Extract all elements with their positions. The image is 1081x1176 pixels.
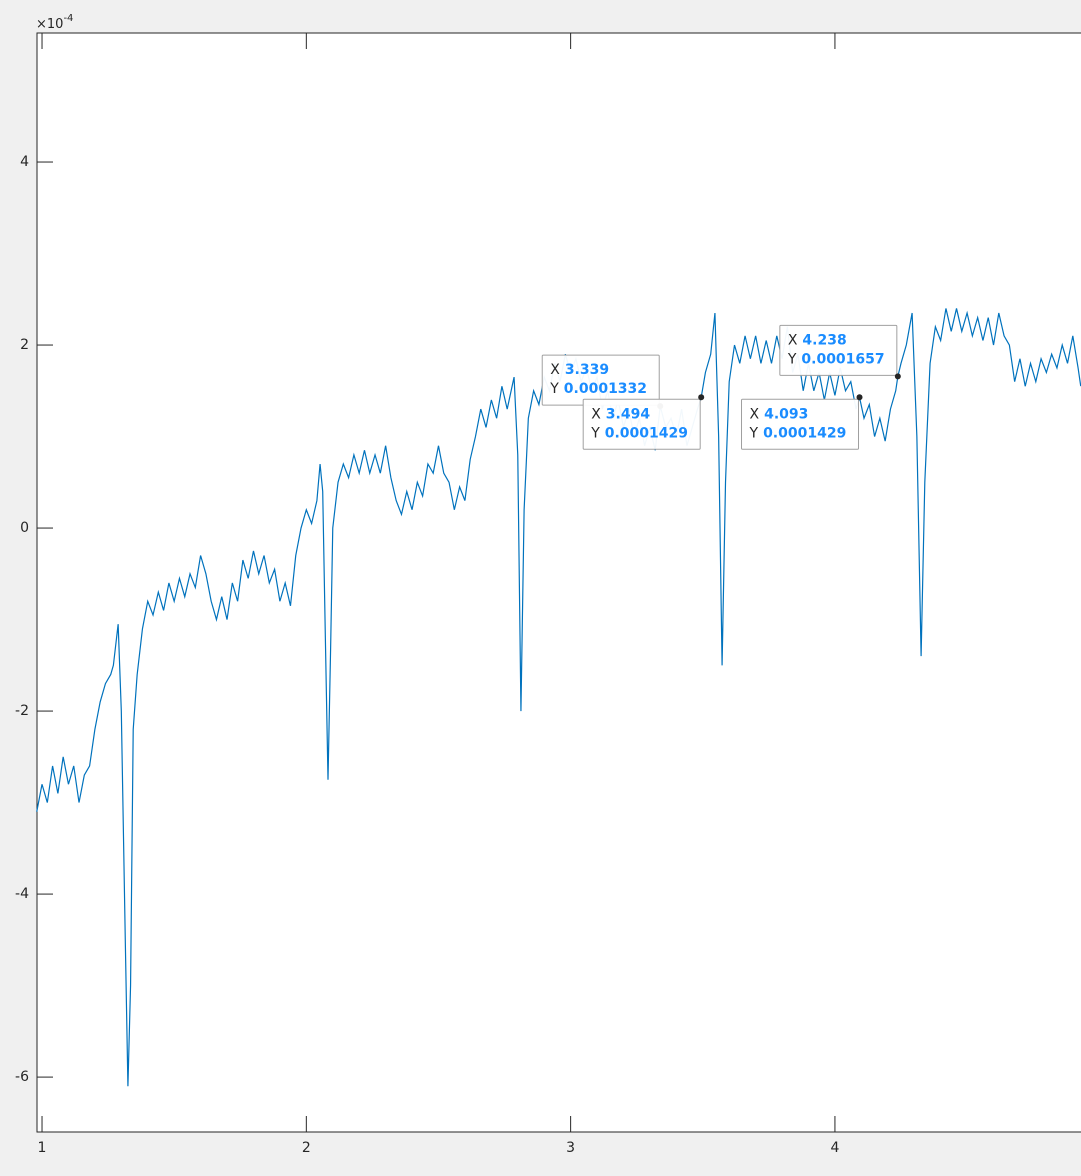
datatip-y-value: 0.0001429	[605, 425, 688, 441]
datatip: X 4.238 Y 0.0001657	[779, 324, 901, 380]
y-tick-label: -4	[15, 886, 29, 902]
datatip-y-row: Y 0.0001429	[749, 425, 847, 441]
datatip-x-row: X 4.238	[788, 332, 847, 348]
datatip-y-label: Y	[590, 425, 600, 441]
datatip-box	[582, 398, 701, 450]
y-tick-label: -2	[15, 703, 29, 719]
y-tick-label: 0	[20, 520, 29, 536]
datatip-marker	[856, 394, 863, 401]
datatip-marker	[698, 394, 705, 401]
y-exponent-label: ×10-4	[36, 13, 73, 32]
datatip-y-row: Y 0.0001657	[787, 351, 885, 367]
y-tick-label: -6	[15, 1069, 29, 1085]
y-exponent: -4	[63, 13, 73, 24]
x-tick-label: 4	[830, 1140, 839, 1156]
datatip-box	[741, 398, 860, 450]
x-tick-label: 1	[38, 1140, 47, 1156]
axes-box	[36, 32, 1081, 1133]
datatip-x-value: 4.238	[802, 332, 846, 348]
datatip-x-value: 3.494	[606, 406, 651, 422]
x-tick-label: 2	[302, 1140, 311, 1156]
y-tick-label: 2	[20, 337, 29, 353]
datatip-x-label: X	[550, 362, 560, 378]
y-tick-label: 4	[20, 154, 29, 170]
datatip-y-label: Y	[549, 381, 559, 397]
datatip: X 3.494 Y 0.0001429	[582, 394, 705, 450]
datatip-x-value: 3.339	[565, 362, 609, 378]
datatip-x-row: X 4.093	[750, 406, 809, 422]
datatip-y-value: 0.0001657	[801, 351, 884, 367]
datatip-x-label: X	[591, 406, 601, 422]
datatip-y-row: Y 0.0001429	[590, 425, 688, 441]
x-tick-label: 3	[566, 1140, 575, 1156]
datatip-y-row: Y 0.0001332	[549, 381, 647, 397]
datatip-x-row: X 3.494	[591, 406, 650, 422]
datatip-marker	[894, 373, 901, 380]
datatip: X 4.093 Y 0.0001429	[741, 394, 863, 450]
y-exponent-base: ×10	[36, 17, 63, 32]
datatip-x-value: 4.093	[764, 406, 808, 422]
datatip-box	[779, 324, 898, 376]
datatip-x-label: X	[750, 406, 760, 422]
datatip-y-value: 0.0001429	[763, 425, 846, 441]
datatip-x-label: X	[788, 332, 798, 348]
datatip-x-row: X 3.339	[550, 362, 609, 378]
datatip-y-label: Y	[749, 425, 759, 441]
datatip-y-label: Y	[787, 351, 797, 367]
datatip-y-value: 0.0001332	[564, 381, 647, 397]
